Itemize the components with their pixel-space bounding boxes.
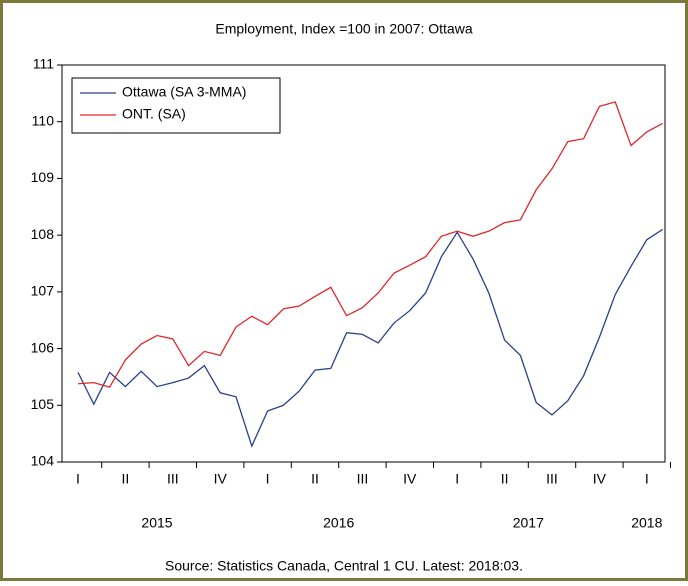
y-tick-label: 111 <box>33 56 54 72</box>
y-tick-label: 108 <box>31 226 55 242</box>
year-label: 2017 <box>513 515 544 531</box>
x-tick-label: II <box>122 471 130 487</box>
x-tick-label: I <box>645 471 649 487</box>
x-tick-label: II <box>311 471 319 487</box>
source-note: Source: Statistics Canada, Central 1 CU.… <box>165 558 523 574</box>
y-tick-label: 104 <box>31 453 55 469</box>
year-label: 2018 <box>631 515 662 531</box>
legend-label: ONT. (SA) <box>122 106 186 122</box>
x-tick-label: III <box>167 471 179 487</box>
year-label: 2016 <box>323 515 354 531</box>
x-tick-label: IV <box>593 471 607 487</box>
x-tick-label: IV <box>403 471 417 487</box>
y-tick-label: 109 <box>31 169 55 185</box>
x-tick-label: I <box>455 471 459 487</box>
x-tick-label: IV <box>214 471 228 487</box>
x-tick-label: II <box>501 471 509 487</box>
plot-frame <box>61 64 666 463</box>
x-tick-label: III <box>357 471 369 487</box>
y-tick-label: 106 <box>31 339 55 355</box>
x-tick-label: I <box>266 471 270 487</box>
legend-box <box>71 77 281 134</box>
chart-title: Employment, Index =100 in 2007: Ottawa <box>215 21 472 37</box>
series-line <box>77 228 663 448</box>
year-label: 2015 <box>141 515 172 531</box>
legend-label: Ottawa (SA 3-MMA) <box>122 84 246 100</box>
x-tick-label: III <box>546 471 558 487</box>
y-tick-label: 107 <box>31 283 55 299</box>
y-tick-label: 105 <box>31 396 55 412</box>
x-tick-label: I <box>76 471 80 487</box>
y-tick-label: 110 <box>32 112 55 128</box>
series-line <box>77 101 663 388</box>
